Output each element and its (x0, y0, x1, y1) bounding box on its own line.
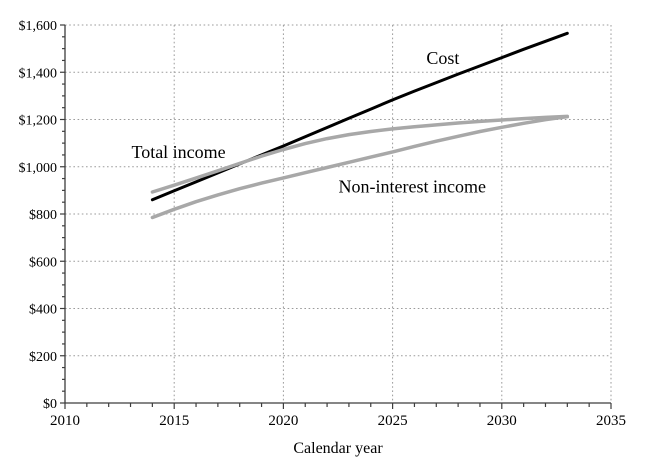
y-axis-tick-label: $0 (43, 397, 57, 412)
y-axis-tick-label: $1,200 (19, 114, 58, 129)
x-axis-tick-label: 2025 (378, 413, 408, 429)
series-line-total-income (150, 114, 570, 194)
y-axis-tick-label: $1,600 (19, 19, 58, 34)
series-label-non-interest-income: Non-interest income (339, 177, 486, 197)
y-axis-tick-label: $1,000 (19, 161, 58, 176)
y-axis-tick-label: $600 (29, 255, 57, 270)
x-axis-tick-label: 2030 (487, 413, 517, 429)
y-axis-tick-label: $1,400 (19, 66, 58, 81)
series-label-cost: Cost (426, 48, 459, 68)
series-label-halo: Non-interest income (339, 177, 486, 197)
y-axis-tick-label: $800 (29, 208, 57, 223)
y-axis-tick-label: $200 (29, 350, 57, 365)
series-line-cost (150, 31, 569, 202)
x-axis-tick-label: 2010 (50, 413, 80, 429)
series-label-total-income: Total income (131, 142, 225, 162)
x-axis-tick-label: 2020 (268, 413, 298, 429)
series-label-halo: Cost (426, 48, 459, 68)
series-label-halo: Total income (131, 142, 225, 162)
x-axis-tick-label: 2035 (596, 413, 626, 429)
y-axis-tick-label: $400 (29, 303, 57, 318)
x-axis-tick-label: 2015 (159, 413, 189, 429)
series-line-non-interest-income (150, 114, 570, 220)
x-axis-title: Calendar year (293, 440, 383, 457)
